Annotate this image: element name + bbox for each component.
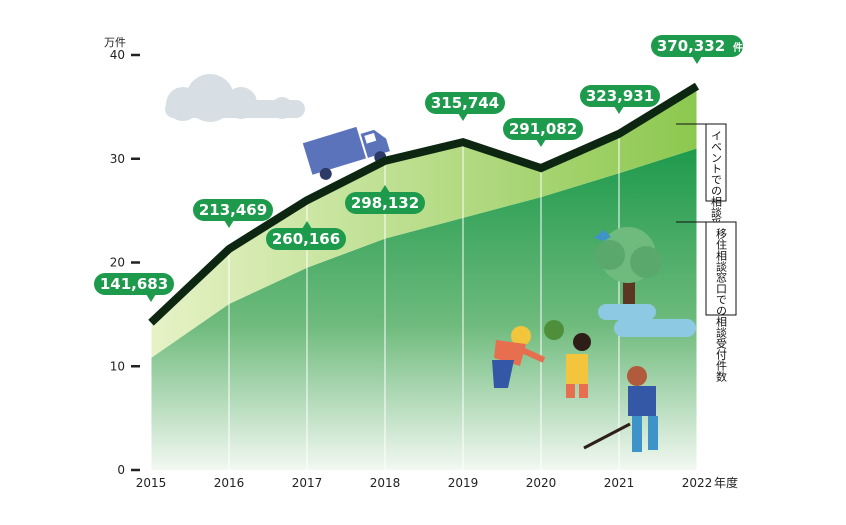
value-label: 291,082 xyxy=(509,120,577,138)
value-bubble-pointer xyxy=(536,139,546,147)
value-bubble-2020: 291,082 xyxy=(503,118,583,147)
value-bubble-pointer xyxy=(614,106,624,114)
value-bubble-bg xyxy=(193,199,273,221)
area-series-event xyxy=(151,86,697,358)
value-label: 323,931 xyxy=(586,87,654,105)
x-tick-label-2018: 2018 xyxy=(370,476,401,490)
value-label: 141,683 xyxy=(100,275,168,293)
tree-illustration xyxy=(595,227,662,306)
value-bubble-2019: 315,744 xyxy=(425,92,505,121)
x-tick-label-2020: 2020 xyxy=(526,476,557,490)
value-unit: 件 xyxy=(733,41,743,54)
value-bubble-pointer xyxy=(458,113,468,121)
value-bubble-2017: 260,166 xyxy=(266,221,346,250)
legend-label-window: 移住相談窓口での相談受付件数 xyxy=(715,228,728,383)
x-tick-label-2015: 2015 xyxy=(136,476,167,490)
value-bubble-2021: 323,931 xyxy=(580,85,660,114)
total-line xyxy=(148,82,700,326)
value-bubble-pointer xyxy=(302,221,312,229)
x-unit-label: 年度 xyxy=(714,475,738,490)
value-bubble-2018: 298,132 xyxy=(345,185,425,214)
x-tick-label-2016: 2016 xyxy=(214,476,245,490)
value-bubble-bg xyxy=(266,228,346,250)
value-label: 260,166 xyxy=(272,230,340,248)
value-bubble-bg xyxy=(94,273,174,295)
value-bubble-pointer xyxy=(380,185,390,193)
legend-box-event xyxy=(705,123,727,202)
legend: イベントでの相談受付件数 移住相談窓口での相談受付件数 xyxy=(676,123,737,383)
x-tick-label-2022: 2022 xyxy=(682,476,713,490)
value-label: 315,744 xyxy=(431,94,499,112)
y-tick-label-0: 0 xyxy=(117,463,125,477)
x-tick-label-2021: 2021 xyxy=(604,476,635,490)
line-layer xyxy=(148,82,700,326)
value-bubble-bg xyxy=(425,92,505,114)
value-label: 213,469 xyxy=(199,201,267,219)
axis-layer: 0 10 20 30 40 2015 2016 2017 2018 2019 2020 2021 202… xyxy=(110,48,738,490)
y-tick-label-20: 20 xyxy=(110,256,125,270)
value-label: 298,132 xyxy=(351,194,419,212)
value-bubble-2022: 370,332 件 xyxy=(651,35,743,64)
value-bubble-bg xyxy=(580,85,660,107)
farmer-hoeing-illustration xyxy=(583,366,658,452)
y-tick-label-40: 40 xyxy=(110,48,125,62)
value-bubble-2015: 141,683 xyxy=(94,273,174,302)
area-series-window xyxy=(151,148,697,470)
x-tick-label-2017: 2017 xyxy=(292,476,323,490)
value-bubble-pointer xyxy=(224,220,234,228)
area-layer xyxy=(151,86,697,470)
bird-illustration xyxy=(594,230,611,241)
x-tick-label-2019: 2019 xyxy=(448,476,479,490)
pond-illustration xyxy=(598,304,696,337)
value-bubble-2016: 213,469 xyxy=(193,199,273,228)
bubble-layer: 141,683 213,469 260,166 298,132 315,744 291,0… xyxy=(94,35,743,302)
value-bubble-bg xyxy=(651,35,743,57)
y-tick-label-30: 30 xyxy=(110,152,125,166)
value-label: 370,332 xyxy=(657,37,725,55)
y-tick-label-10: 10 xyxy=(110,359,125,373)
value-bubble-bg xyxy=(345,192,425,214)
legend-box-window xyxy=(705,221,737,316)
value-bubble-pointer xyxy=(146,294,156,302)
child-illustration xyxy=(566,333,591,398)
farmer-kneeling-illustration xyxy=(492,320,564,388)
value-bubble-bg xyxy=(503,118,583,140)
y-unit-label: 万件 xyxy=(104,36,126,49)
cloud-illustration xyxy=(165,74,305,122)
value-bubble-pointer xyxy=(692,56,702,64)
